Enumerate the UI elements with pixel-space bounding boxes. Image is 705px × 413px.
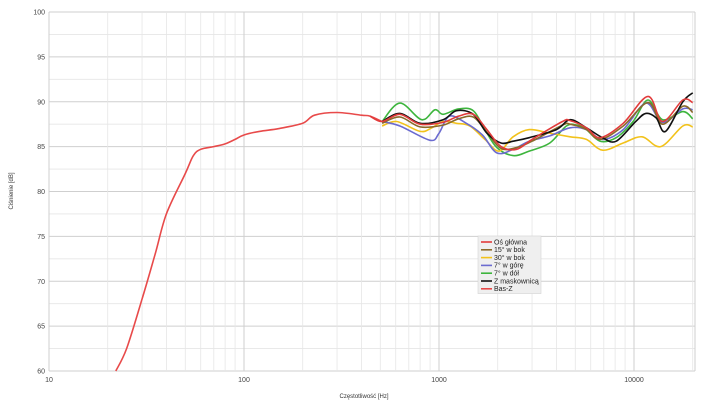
series-line-0 (369, 95, 694, 151)
x-axis-ticks: 10 100 1000 10000 (45, 377, 644, 384)
x-tick-label: 10 (45, 377, 53, 384)
y-axis-ticks: 60 65 70 75 80 85 90 95 100 (33, 10, 45, 376)
series-line-5 (381, 92, 694, 145)
y-tick-label: 85 (37, 144, 45, 151)
x-axis-label: Częstotliwość [Hz] (339, 394, 388, 400)
legend-label: Z maskownicą (494, 278, 539, 285)
x-tick-label: 100 (238, 377, 250, 384)
series-line-4 (381, 99, 694, 157)
y-tick-label: 60 (37, 369, 45, 376)
y-tick-label: 100 (33, 10, 45, 17)
y-tick-label: 95 (37, 54, 45, 61)
legend-label: 30° w bok (494, 254, 525, 262)
x-tick-label: 1000 (431, 377, 447, 384)
legend-label: Bas-Z (494, 286, 513, 293)
y-tick-label: 65 (37, 324, 45, 331)
x-tick-label: 10000 (624, 377, 644, 384)
series-line-3 (381, 102, 693, 155)
legend-label: 7° w dół (494, 270, 519, 278)
legend-label: 15° w bok (494, 246, 525, 254)
y-tick-label: 70 (37, 279, 45, 286)
series-line-6 (115, 111, 383, 372)
series-line-1 (381, 101, 694, 151)
grid (48, 11, 696, 372)
y-tick-label: 80 (37, 189, 45, 196)
y-axis-label: Ciśnienie [dB] (9, 172, 15, 209)
y-tick-label: 75 (37, 234, 45, 241)
series-lines (115, 92, 694, 372)
legend-label: Oś główna (494, 239, 527, 246)
legend-label: 7° w górę (494, 262, 524, 270)
y-tick-label: 90 (37, 99, 45, 106)
